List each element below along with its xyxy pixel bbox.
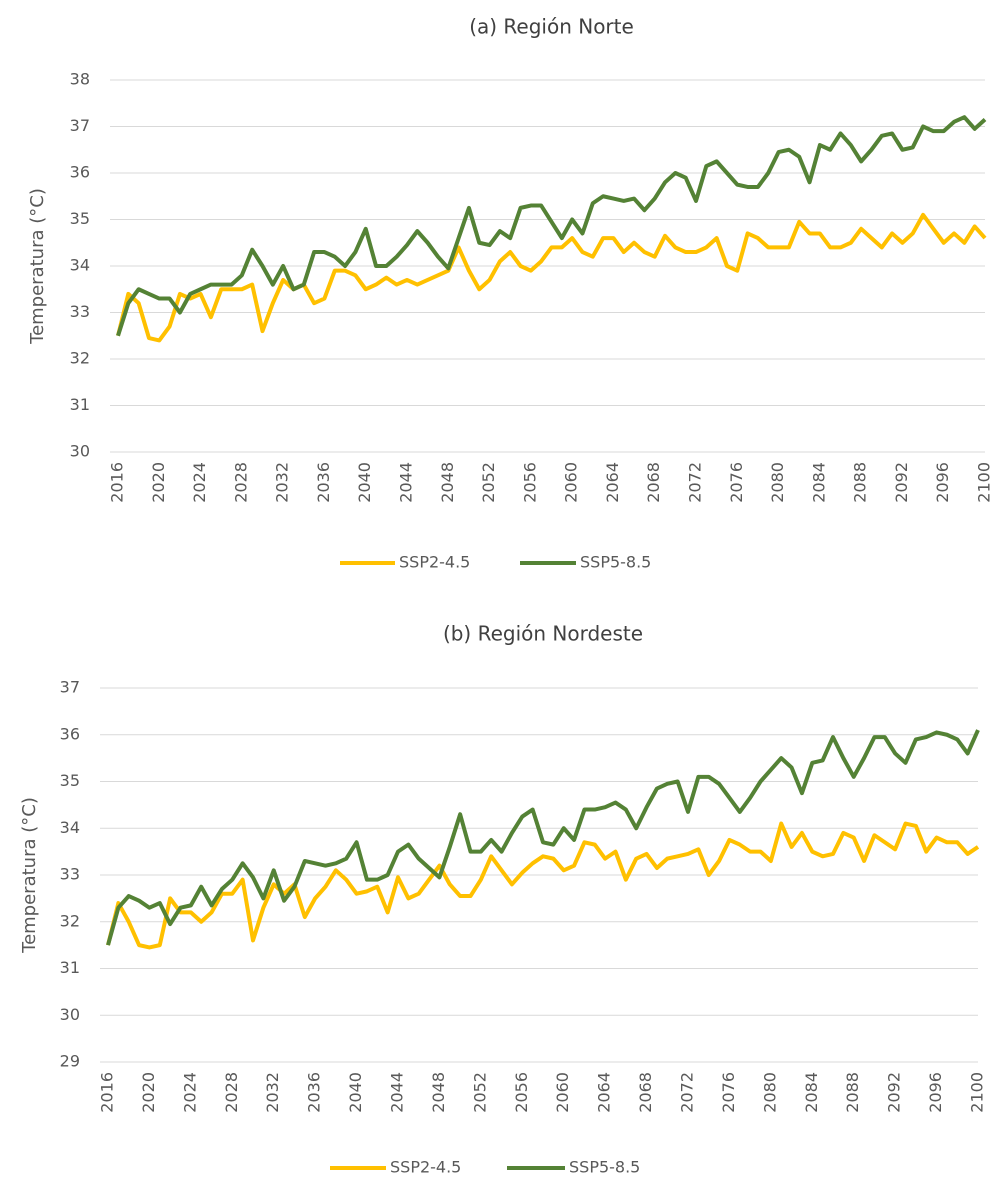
x-tick-label: 2092 — [885, 1072, 904, 1113]
x-tick-label: 2052 — [479, 462, 498, 503]
x-tick-label: 2028 — [222, 1072, 241, 1113]
x-tick-label: 2072 — [678, 1072, 697, 1113]
x-tick-label: 2036 — [305, 1072, 324, 1113]
x-tick-label: 2072 — [686, 462, 705, 503]
y-tick-label: 34 — [60, 818, 80, 837]
legend-label: SSP2-4.5 — [390, 1158, 461, 1177]
x-tick-label: 2100 — [968, 1072, 987, 1113]
series-line — [116, 115, 987, 337]
y-tick-label: 35 — [60, 771, 80, 790]
x-tick-label: 2032 — [263, 1072, 282, 1113]
chart-title: (b) Región Nordeste — [443, 622, 643, 646]
y-tick-label: 32 — [60, 911, 80, 930]
x-tick-label: 2048 — [429, 1072, 448, 1113]
x-tick-label: 2052 — [470, 1072, 489, 1113]
y-tick-label: 30 — [70, 442, 90, 461]
x-tick-label: 2040 — [355, 462, 374, 503]
x-tick-label: 2024 — [180, 1072, 199, 1113]
y-tick-label: 30 — [60, 1005, 80, 1024]
legend-label: SSP5-8.5 — [569, 1158, 640, 1177]
x-tick-label: 2020 — [149, 462, 168, 503]
x-tick-label: 2080 — [768, 462, 787, 503]
x-tick-label: 2048 — [438, 462, 457, 503]
y-tick-label: 34 — [70, 256, 90, 275]
x-tick-label: 2084 — [809, 462, 828, 503]
y-tick-label: 29 — [60, 1052, 80, 1071]
y-tick-label: 32 — [70, 349, 90, 368]
x-tick-label: 2040 — [346, 1072, 365, 1113]
y-tick-label: 31 — [60, 958, 80, 977]
y-tick-label: 31 — [70, 395, 90, 414]
y-tick-label: 35 — [70, 209, 90, 228]
x-tick-label: 2088 — [851, 462, 870, 503]
x-tick-label: 2056 — [520, 462, 539, 503]
x-tick-label: 2064 — [603, 462, 622, 503]
x-tick-label: 2064 — [595, 1072, 614, 1113]
x-tick-label: 2020 — [139, 1072, 158, 1113]
y-tick-label: 33 — [70, 302, 90, 321]
x-tick-label: 2092 — [892, 462, 911, 503]
chart-title: (a) Región Norte — [469, 15, 634, 39]
x-tick-label: 2024 — [190, 462, 209, 503]
x-tick-label: 2056 — [512, 1072, 531, 1113]
x-tick-label: 2096 — [926, 1072, 945, 1113]
y-tick-label: 38 — [70, 70, 90, 89]
x-tick-label: 2060 — [562, 462, 581, 503]
y-tick-label: 37 — [70, 116, 90, 135]
series-line — [106, 821, 980, 950]
series-line — [116, 212, 987, 343]
x-tick-label: 2076 — [719, 1072, 738, 1113]
x-tick-label: 2084 — [802, 1072, 821, 1113]
y-tick-label: 33 — [60, 865, 80, 884]
series-line — [106, 729, 980, 946]
y-axis-title: Temperatura (°C) — [19, 797, 40, 954]
x-tick-label: 2080 — [760, 1072, 779, 1113]
x-tick-label: 2016 — [98, 1072, 117, 1113]
y-tick-label: 37 — [60, 678, 80, 697]
x-tick-label: 2016 — [108, 462, 127, 503]
y-tick-label: 36 — [60, 724, 80, 743]
y-axis-title: Temperatura (°C) — [27, 188, 48, 345]
x-tick-label: 2100 — [975, 462, 994, 503]
x-tick-label: 2068 — [636, 1072, 655, 1113]
x-tick-label: 2076 — [727, 462, 746, 503]
x-tick-label: 2096 — [933, 462, 952, 503]
x-tick-label: 2068 — [644, 462, 663, 503]
x-tick-label: 2028 — [231, 462, 250, 503]
x-tick-label: 2032 — [273, 462, 292, 503]
y-tick-label: 36 — [70, 163, 90, 182]
x-tick-label: 2088 — [843, 1072, 862, 1113]
x-tick-label: 2060 — [553, 1072, 572, 1113]
x-tick-label: 2044 — [388, 1072, 407, 1113]
legend-label: SSP2-4.5 — [399, 553, 470, 572]
legend-label: SSP5-8.5 — [580, 553, 651, 572]
x-tick-label: 2044 — [397, 462, 416, 503]
x-tick-label: 2036 — [314, 462, 333, 503]
